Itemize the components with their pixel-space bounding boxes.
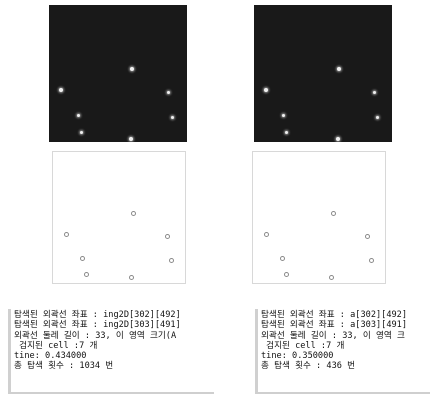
contour-ring bbox=[369, 258, 374, 263]
contour-ring bbox=[331, 211, 336, 216]
console-line-time: tine: 0.350000 bbox=[261, 351, 334, 362]
contour-ring bbox=[365, 234, 370, 239]
contour-ring bbox=[80, 256, 85, 261]
cell-dot bbox=[80, 131, 83, 134]
contour-ring bbox=[329, 275, 334, 280]
console-line-time: tine: 0.434000 bbox=[14, 351, 87, 362]
console-line-contour-1: 탐색된 외곽선 좌표 : ing2D[302][492] bbox=[14, 310, 181, 320]
left-console-output: 탐색된 외곽선 좌표 : ing2D[302][492] 탐색된 외곽선 좌표 … bbox=[8, 309, 214, 394]
console-line-cell-count: 검지된 cell :7 개 bbox=[261, 340, 345, 351]
cell-dot bbox=[337, 67, 341, 71]
contour-ring bbox=[169, 258, 174, 263]
console-line-contour-2: 탐색된 외곽선 좌표 : a[303][491] bbox=[261, 320, 408, 331]
cell-dot bbox=[264, 88, 268, 92]
contour-ring bbox=[284, 272, 289, 277]
console-line-search-count: 총 탐색 횟수 : 436 번 bbox=[261, 361, 356, 372]
contour-ring bbox=[64, 232, 69, 237]
contour-ring bbox=[129, 275, 134, 280]
contour-ring bbox=[280, 256, 285, 261]
right-contour-image bbox=[252, 151, 386, 284]
cell-dot bbox=[171, 116, 174, 119]
cell-dot bbox=[130, 67, 134, 71]
contour-ring bbox=[264, 232, 269, 237]
cell-dot bbox=[285, 131, 288, 134]
cell-dot bbox=[77, 114, 80, 117]
contour-ring bbox=[165, 234, 170, 239]
cell-dot bbox=[129, 137, 133, 141]
console-line-search-count: 총 탐색 횟수 : 1034 번 bbox=[14, 361, 114, 372]
console-line-contour-1: 탐색된 외곽선 좌표 : a[302][492] bbox=[261, 310, 408, 320]
console-edge bbox=[8, 309, 11, 394]
contour-ring bbox=[84, 272, 89, 277]
contour-ring bbox=[131, 211, 136, 216]
left-contour-image bbox=[52, 151, 186, 284]
console-line-perimeter: 외곽선 둘레 길이 : 33, 이 영역 크기(A bbox=[14, 330, 177, 341]
console-line-contour-2: 탐색된 외곽선 좌표 : ing2D[303][491] bbox=[14, 320, 181, 331]
right-console-output: 탐색된 외곽선 좌표 : a[302][492] 탐색된 외곽선 좌표 : a[… bbox=[255, 309, 430, 394]
cell-dot bbox=[167, 91, 170, 94]
cell-dot bbox=[376, 116, 379, 119]
left-input-image bbox=[49, 5, 187, 142]
console-edge bbox=[255, 309, 258, 394]
cell-dot bbox=[336, 137, 340, 141]
cell-dot bbox=[59, 88, 63, 92]
console-line-perimeter: 외곽선 둘레 길이 : 33, 이 영역 크 bbox=[261, 330, 405, 341]
console-line-cell-count: 검지된 cell :7 개 bbox=[14, 340, 98, 351]
cell-dot bbox=[282, 114, 285, 117]
cell-dot bbox=[373, 91, 376, 94]
right-input-image bbox=[254, 5, 392, 142]
